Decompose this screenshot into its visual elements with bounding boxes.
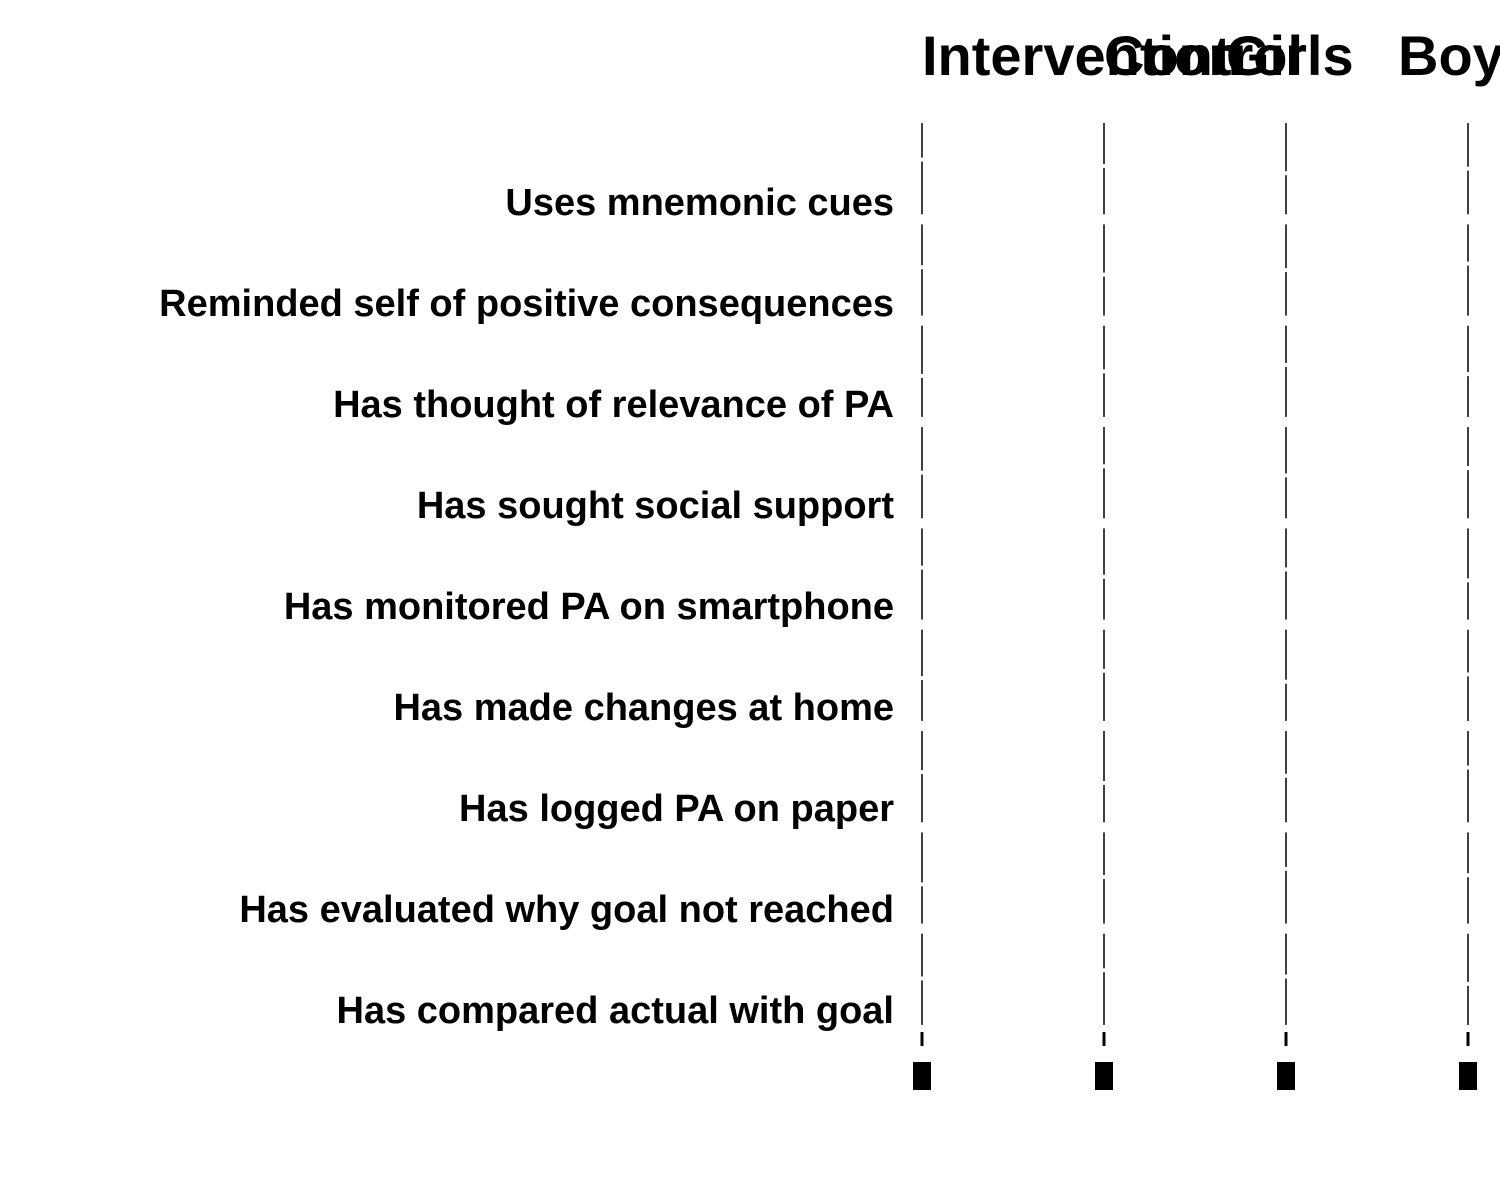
row-label: Has sought social support (416, 485, 894, 527)
panel-title-boys: Boys (1398, 24, 1500, 87)
overlapping-tick-labels (1277, 1062, 1295, 1090)
panel-girls (1277, 123, 1295, 1090)
row-label: Has compared actual with goal (336, 990, 894, 1032)
row-label: Uses mnemonic cues (505, 182, 894, 224)
panel-title-girls: Girls (1226, 24, 1354, 87)
row-label: Has evaluated why goal not reached (239, 889, 894, 931)
row-label: Has made changes at home (393, 687, 894, 729)
panel-boys (1459, 123, 1477, 1090)
row-label: Has thought of relevance of PA (333, 384, 894, 426)
panel-intervention (913, 123, 931, 1090)
panel-title-intervention: Intervention (922, 24, 1243, 87)
panel-control (1095, 123, 1113, 1090)
overlapping-tick-labels (913, 1062, 931, 1090)
row-label: Has monitored PA on smartphone (283, 586, 894, 628)
panel-title-control: Control (1104, 24, 1304, 87)
row-label: Has logged PA on paper (459, 788, 894, 830)
row-label: Reminded self of positive consequences (159, 283, 894, 325)
overlapping-tick-labels (1095, 1062, 1113, 1090)
overlapping-tick-labels (1459, 1062, 1477, 1090)
